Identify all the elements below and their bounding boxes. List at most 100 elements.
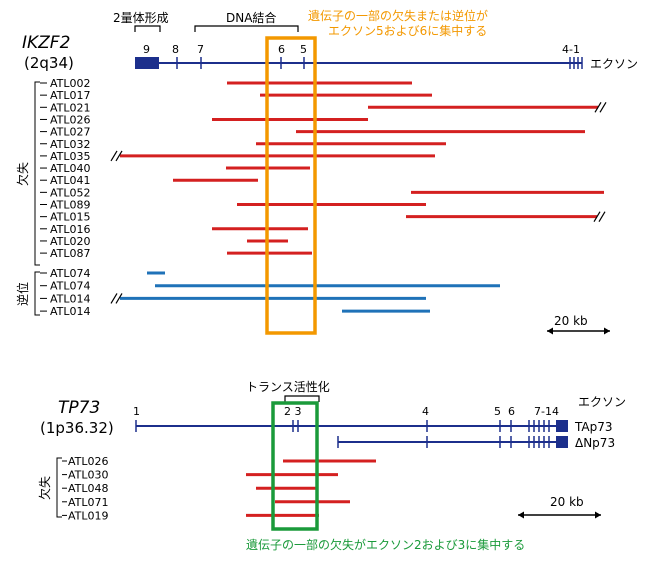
exon-label-7: 7 bbox=[197, 43, 204, 56]
case-label: ATL020 bbox=[50, 235, 91, 248]
case-label: ATL027 bbox=[50, 126, 91, 139]
break-right-mark bbox=[593, 211, 606, 222]
case-label: ATL040 bbox=[50, 162, 91, 175]
ikzf2-case-rows: ATL002ATL017ATL021ATL026ATL027ATL032ATL0… bbox=[40, 77, 607, 318]
case-row: ATL027 bbox=[40, 126, 585, 139]
deletion-group-bracket bbox=[34, 81, 40, 266]
case-label: ATL087 bbox=[50, 247, 91, 260]
tap73-isoform-label: TAp73 bbox=[574, 420, 613, 434]
tap73-last-exon-block bbox=[556, 420, 568, 432]
exon-2-3-highlight-box bbox=[271, 401, 319, 531]
case-label: ATL017 bbox=[50, 89, 91, 102]
exon-label-4-1: 4-1 bbox=[562, 43, 580, 56]
case-row: ATL019 bbox=[62, 509, 319, 522]
case-row: ATL020 bbox=[40, 235, 288, 248]
case-label: ATL032 bbox=[50, 138, 91, 151]
exon-5-6-highlight-box bbox=[265, 36, 317, 335]
case-row: ATL016 bbox=[40, 223, 308, 236]
tp73-exon-label-2-3: 2 3 bbox=[284, 405, 302, 418]
case-label: ATL019 bbox=[68, 509, 109, 522]
case-label: ATL074 bbox=[50, 267, 91, 280]
case-label: ATL014 bbox=[50, 305, 91, 318]
exon-label-6: 6 bbox=[278, 43, 285, 56]
ikzf2-exon-word: エクソン bbox=[590, 57, 638, 71]
case-label: ATL048 bbox=[68, 482, 109, 495]
case-row: ATL021 bbox=[40, 101, 607, 114]
ikzf2-note-line1: 遺伝子の一部の欠失または逆位が bbox=[308, 8, 488, 23]
tp73-deletion-group-label: 欠失 bbox=[37, 476, 52, 500]
transactivation-bracket bbox=[284, 395, 320, 402]
tap73-exon-7-14-cluster bbox=[528, 420, 550, 432]
tp73-exon-label-4: 4 bbox=[422, 405, 429, 418]
inversion-group-bracket bbox=[34, 271, 40, 316]
ikzf2-panel: IKZF2 (2q34) 2量体形成 DNA結合 9 8 7 6 5 4-1 エ… bbox=[15, 8, 638, 335]
tp73-locus: (1p36.32) bbox=[40, 419, 114, 437]
case-row: ATL074 bbox=[40, 280, 500, 293]
ikzf2-inversion-group-label: 逆位 bbox=[15, 282, 30, 306]
case-label: ATL014 bbox=[50, 292, 91, 305]
tp73-note: 遺伝子の一部の欠失がエクソン2および3に集中する bbox=[246, 537, 525, 552]
case-row: ATL041 bbox=[40, 174, 258, 187]
tp73-exon-label-5: 5 bbox=[494, 405, 501, 418]
dnp73-exon-7-14-cluster bbox=[528, 436, 550, 448]
case-label: ATL071 bbox=[68, 496, 109, 509]
exon-9-block bbox=[135, 57, 159, 69]
exon-label-9: 9 bbox=[143, 43, 150, 56]
transactivation-domain-label: トランス活性化 bbox=[246, 380, 330, 394]
break-left-mark bbox=[110, 293, 123, 304]
case-label: ATL026 bbox=[50, 113, 91, 126]
case-label: ATL052 bbox=[50, 186, 91, 199]
tp73-exon-label-1: 1 bbox=[133, 405, 140, 418]
dimer-domain-label: 2量体形成 bbox=[113, 11, 169, 25]
tp73-exon-label-6: 6 bbox=[508, 405, 515, 418]
case-row: ATL015 bbox=[40, 211, 606, 224]
ikzf2-note-line2: エクソン5および6に集中する bbox=[328, 23, 487, 38]
dna-binding-bracket bbox=[194, 25, 299, 32]
tp73-exon-word: エクソン bbox=[578, 395, 626, 409]
ikzf2-gene-name: IKZF2 bbox=[22, 33, 70, 53]
case-label: ATL016 bbox=[50, 223, 91, 236]
case-row: ATL048 bbox=[62, 482, 318, 495]
case-row: ATL032 bbox=[40, 138, 446, 151]
case-row: ATL071 bbox=[62, 496, 350, 509]
case-row: ATL035 bbox=[40, 150, 435, 163]
case-row: ATL002 bbox=[40, 77, 412, 90]
case-label: ATL089 bbox=[50, 199, 91, 212]
dimer-bracket bbox=[134, 25, 161, 32]
ikzf2-scale-label: 20 kb bbox=[554, 314, 588, 328]
tp73-exon-label-7-14: 7-14 bbox=[534, 405, 559, 418]
case-row: ATL014 bbox=[40, 292, 426, 305]
case-row: ATL074 bbox=[40, 267, 165, 280]
case-row: ATL087 bbox=[40, 247, 312, 260]
case-label: ATL041 bbox=[50, 174, 91, 187]
case-label: ATL002 bbox=[50, 77, 91, 90]
case-label: ATL030 bbox=[68, 469, 109, 482]
case-row: ATL017 bbox=[40, 89, 432, 102]
break-left-mark bbox=[110, 150, 123, 162]
ikzf2-locus: (2q34) bbox=[24, 54, 74, 72]
exon-label-5: 5 bbox=[300, 43, 307, 56]
tp73-gene-name: TP73 bbox=[58, 398, 100, 418]
dna-binding-domain-label: DNA結合 bbox=[226, 10, 276, 25]
case-row: ATL014 bbox=[40, 305, 430, 318]
break-right-mark bbox=[594, 101, 607, 113]
case-label: ATL035 bbox=[50, 150, 91, 163]
case-label: ATL015 bbox=[50, 211, 91, 224]
case-label: ATL074 bbox=[50, 280, 91, 293]
tp73-scale-label: 20 kb bbox=[550, 495, 584, 509]
case-row: ATL026 bbox=[40, 113, 368, 126]
case-row: ATL040 bbox=[40, 162, 310, 175]
case-label: ATL021 bbox=[50, 101, 91, 114]
tp73-deletion-group-bracket bbox=[56, 457, 62, 518]
case-row: ATL089 bbox=[40, 199, 426, 212]
dnp73-last-exon-block bbox=[556, 436, 568, 448]
exon-label-8: 8 bbox=[172, 43, 179, 56]
ikzf2-deletion-group-label: 欠失 bbox=[15, 162, 30, 186]
tp73-panel: TP73 (1p36.32) トランス活性化 エクソン 1 2 3 4 5 6 … bbox=[37, 380, 626, 552]
case-row: ATL030 bbox=[62, 469, 338, 482]
case-label: ATL026 bbox=[68, 455, 109, 468]
case-row: ATL052 bbox=[40, 186, 604, 199]
case-row: ATL026 bbox=[62, 455, 376, 468]
